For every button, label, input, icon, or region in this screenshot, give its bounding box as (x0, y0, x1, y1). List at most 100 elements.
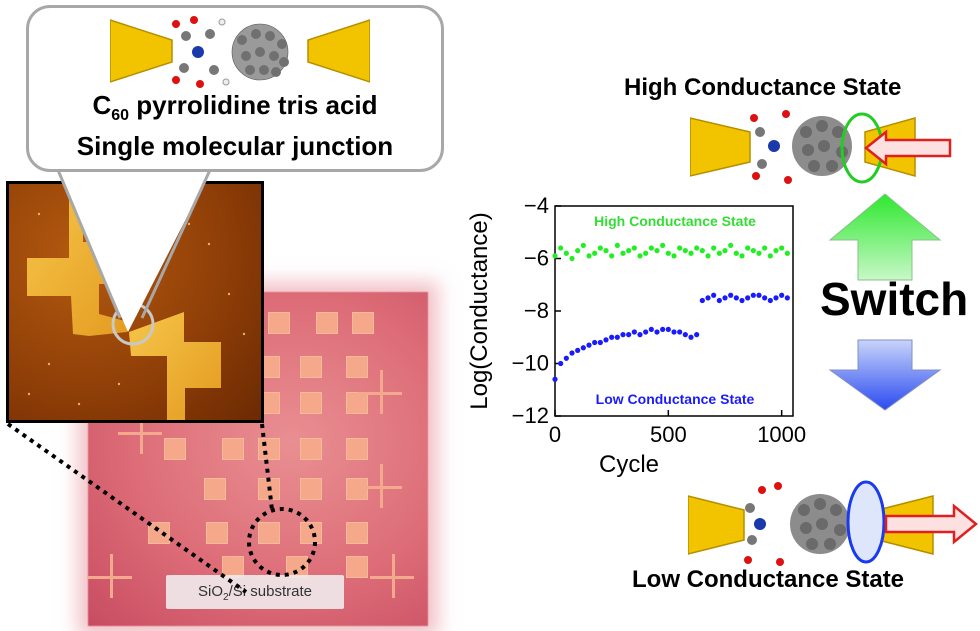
data-point (722, 248, 728, 254)
data-point (620, 250, 626, 256)
alignment-mark (380, 370, 383, 414)
data-point (745, 295, 751, 301)
c60-prefix: C (92, 90, 112, 120)
data-point (728, 292, 734, 298)
substrate-pad (206, 522, 228, 544)
data-point (665, 250, 671, 256)
data-point (603, 337, 609, 343)
data-point (569, 350, 575, 356)
data-point (699, 248, 705, 254)
data-point (779, 245, 785, 251)
data-point (750, 292, 756, 298)
annotation-high: High Conductance State (594, 213, 756, 229)
data-point (586, 342, 592, 348)
data-point (733, 295, 739, 301)
data-point (728, 242, 734, 248)
data-point (767, 253, 773, 259)
substrate-pad (148, 522, 170, 544)
data-point (563, 355, 569, 361)
callout-title-line2: Single molecular junction (76, 131, 394, 162)
y-tick-label: −10 (512, 351, 549, 376)
data-point (711, 245, 717, 251)
data-point (762, 295, 768, 301)
data-point (716, 297, 722, 304)
data-point (767, 297, 773, 304)
data-point (671, 329, 677, 335)
data-point (631, 245, 637, 251)
data-point (637, 332, 643, 338)
data-point (648, 326, 654, 332)
substrate-pad (300, 522, 322, 544)
data-point (688, 250, 694, 256)
high-state-junction (690, 110, 952, 184)
data-point (665, 326, 671, 332)
zoom-circle (247, 507, 317, 577)
data-point (660, 242, 666, 248)
substrate-pad (346, 478, 368, 500)
data-point (733, 250, 739, 256)
x-tick-label: 1000 (757, 422, 806, 447)
substrate-pad (300, 356, 322, 378)
callout-title: C60 pyrrolidine tris acid Single molecul… (26, 90, 444, 161)
substrate-pad (346, 556, 368, 578)
substrate-label: SiO2/Si substrate (166, 575, 344, 609)
data-point (597, 245, 603, 251)
data-point (705, 253, 711, 259)
data-point (660, 326, 666, 332)
y-tick-label: −4 (524, 193, 549, 218)
data-point (688, 334, 694, 340)
data-point (739, 253, 745, 259)
data-point (756, 250, 762, 256)
x-axis-label: Cycle (599, 451, 659, 478)
data-point (677, 329, 683, 335)
data-point (603, 248, 609, 254)
data-point (784, 295, 790, 301)
low-state-junction (688, 480, 978, 566)
data-point (779, 292, 785, 298)
data-point (711, 292, 717, 298)
data-point (575, 248, 581, 254)
substrate-pad (204, 478, 226, 500)
data-point (682, 248, 688, 254)
data-point (631, 329, 637, 335)
data-point (716, 250, 722, 256)
low-state-title: Low Conductance State (632, 566, 905, 593)
substrate-pad (316, 312, 338, 334)
data-point (654, 329, 660, 335)
data-point (648, 245, 654, 251)
data-point (643, 250, 649, 256)
x-tick-label: 500 (650, 422, 687, 447)
conductance-chart: −4 −6 −8 −10 −120 500 1000 High Conductance Sta… (466, 193, 806, 478)
data-point (784, 250, 790, 256)
substrate-pad (268, 312, 290, 334)
substrate-pad (346, 522, 368, 544)
data-point (694, 245, 700, 251)
y-tick-label: −6 (524, 246, 549, 271)
y-tick-label: −8 (524, 298, 549, 323)
alignment-mark (110, 554, 113, 598)
data-point (569, 255, 575, 262)
substrate-label-rest: /Si substrate (228, 583, 312, 600)
data-point (739, 297, 745, 304)
data-point (637, 253, 643, 259)
y-axis-label: Log(Conductance) (466, 212, 493, 409)
y-tick-label: −12 (512, 403, 549, 428)
data-point (614, 334, 620, 340)
data-point (580, 242, 586, 248)
data-point (592, 250, 598, 256)
junction-molecule-top (110, 16, 370, 88)
substrate-label-prefix: SiO (198, 583, 224, 600)
substrate-pad (164, 438, 186, 460)
data-point (552, 253, 558, 259)
data-point (705, 295, 711, 301)
substrate-pad (346, 438, 368, 460)
data-point (756, 292, 762, 298)
data-point (654, 248, 660, 254)
substrate-pad (300, 392, 322, 414)
high-state-title: High Conductance State (624, 74, 902, 101)
data-point (750, 248, 756, 254)
data-point (682, 332, 688, 338)
data-point (620, 332, 626, 338)
